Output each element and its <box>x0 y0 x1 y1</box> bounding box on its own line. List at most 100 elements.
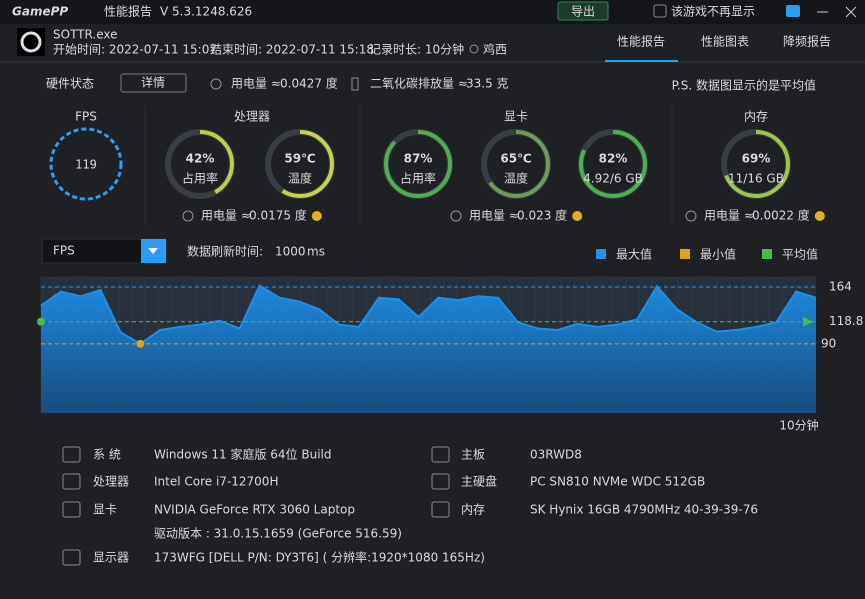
export-label[interactable]: 导出 <box>571 5 595 19</box>
info-value: Windows 11 家庭版 64位 Build <box>154 447 332 462</box>
avg-dot <box>37 317 45 326</box>
checkbox[interactable] <box>653 4 667 18</box>
gauge-arc <box>579 130 647 198</box>
tab[interactable]: 性能图表 <box>701 35 749 49</box>
legend-label: 最小值 <box>700 247 736 262</box>
title-bar <box>0 0 865 24</box>
gauge-arc <box>482 130 550 198</box>
app-logo: GamePP <box>12 5 68 19</box>
fps-line <box>40 284 817 345</box>
info-value: PC SN810 NVMe WDC 512GB <box>530 475 705 489</box>
duration: 记录时长: 10分钟 <box>369 42 464 57</box>
exe-name: SOTTR.exe <box>53 28 118 42</box>
fps-value: 119 <box>75 158 97 172</box>
info-extra: 驱动版本 : 31.0.15.1659 (GeForce 516.59) <box>154 527 402 541</box>
info-label: 系 统 <box>93 448 121 462</box>
info-icon <box>62 549 81 566</box>
refresh-value: 1000 <box>275 245 306 259</box>
co2-value: 33.5 克 <box>466 77 509 91</box>
info-label: 显卡 <box>93 503 117 517</box>
legend-swatch <box>762 249 772 259</box>
end-time: 结束时间: 2022-07-11 15:18 <box>210 43 374 57</box>
reference-label: 164 <box>829 279 852 293</box>
game-icon-ring <box>20 31 42 53</box>
info-value: Intel Core i7-12700H <box>154 475 278 489</box>
window-title: 性能报告 <box>104 4 152 19</box>
details-button[interactable] <box>120 73 187 93</box>
power-value: 0.0022 度 <box>752 208 810 223</box>
info-label: 显示器 <box>93 551 129 565</box>
legend-swatch <box>596 249 606 259</box>
legend-label: 最大值 <box>616 247 652 262</box>
location: 鸡西 <box>483 42 507 57</box>
gauge-label: 11/16 GB <box>728 172 784 186</box>
help-icon[interactable] <box>311 211 322 221</box>
note: P.S. 数据图显示的是平均值 <box>672 78 816 93</box>
gauge-label: 占用率 <box>400 171 436 186</box>
details-label[interactable]: 详情 <box>141 75 165 90</box>
info-label: 内存 <box>461 503 485 517</box>
info-icon <box>431 446 450 463</box>
tab[interactable]: 降频报告 <box>783 34 831 49</box>
power-icon <box>210 78 222 90</box>
power-label: 用电量 ≈ <box>704 209 754 223</box>
refresh-label: 数据刷新时间: <box>187 244 263 259</box>
x-end-label: 10分钟 <box>779 418 818 433</box>
gauge-value: 87% <box>404 152 433 166</box>
fps-ring <box>49 127 123 201</box>
reference-label: 118.8 <box>829 314 863 328</box>
info-icon <box>62 501 81 518</box>
power-icon <box>685 210 697 222</box>
avg-arrow <box>803 316 813 327</box>
metric-label[interactable]: FPS <box>53 244 75 258</box>
gauge-value: 42% <box>186 152 215 166</box>
camera-button[interactable] <box>786 5 800 17</box>
close-button[interactable] <box>845 6 857 18</box>
gauge-label: 4.92/6 GB <box>583 172 643 186</box>
power-value: 0.023 度 <box>517 208 567 223</box>
co2-label: 二氧化碳排放量 ≈ <box>370 76 468 91</box>
legend-swatch <box>680 249 690 259</box>
group-title: 内存 <box>744 110 768 124</box>
help-icon[interactable] <box>572 211 583 221</box>
help-icon[interactable] <box>814 211 825 221</box>
no-show-label[interactable]: 该游戏不再显示 <box>671 5 755 19</box>
info-value: 03RWD8 <box>530 448 582 462</box>
gauge-arc <box>722 130 790 198</box>
info-icon <box>431 473 450 490</box>
power-value: 0.0175 度 <box>249 208 307 223</box>
hardware-status: 硬件状态 <box>46 77 94 91</box>
info-icon <box>62 446 81 463</box>
location-icon <box>469 44 479 54</box>
info-value: 173WFG [DELL P/N: DY3T6] ( 分辨率:1920*1080… <box>154 550 485 565</box>
gauge-label: 温度 <box>288 171 312 186</box>
start-time: 开始时间: 2022-07-11 15:07 <box>53 43 217 57</box>
min-dot <box>136 339 145 348</box>
info-label: 主硬盘 <box>461 474 497 489</box>
co2-icon <box>351 77 359 91</box>
tab[interactable]: 性能报告 <box>617 34 665 49</box>
fps-label: FPS <box>75 110 97 124</box>
info-value: NVIDIA GeForce RTX 3060 Laptop <box>154 503 355 517</box>
gauge-value: 65℃ <box>500 152 531 166</box>
power-value: 0.0427 度 <box>280 76 338 91</box>
gauge-arc <box>166 130 234 198</box>
power-label: 用电量 ≈ <box>201 209 251 223</box>
gauge-arc <box>384 130 452 198</box>
fps-area <box>41 285 816 413</box>
export-button[interactable] <box>557 1 609 21</box>
power-label: 用电量 ≈ <box>469 209 519 223</box>
group-title: 显卡 <box>504 110 528 124</box>
gauge-value: 69% <box>742 152 771 166</box>
info-label: 处理器 <box>93 475 129 489</box>
gauge-label: 占用率 <box>182 171 218 186</box>
info-icon <box>431 501 450 518</box>
gauge-label: 温度 <box>504 171 528 186</box>
gauge-value: 59℃ <box>284 152 315 166</box>
group-title: 处理器 <box>234 110 270 124</box>
power-icon <box>182 210 194 222</box>
power-label: 用电量 ≈ <box>231 77 281 91</box>
power-icon <box>450 210 462 222</box>
reference-label: 90 <box>821 336 836 350</box>
